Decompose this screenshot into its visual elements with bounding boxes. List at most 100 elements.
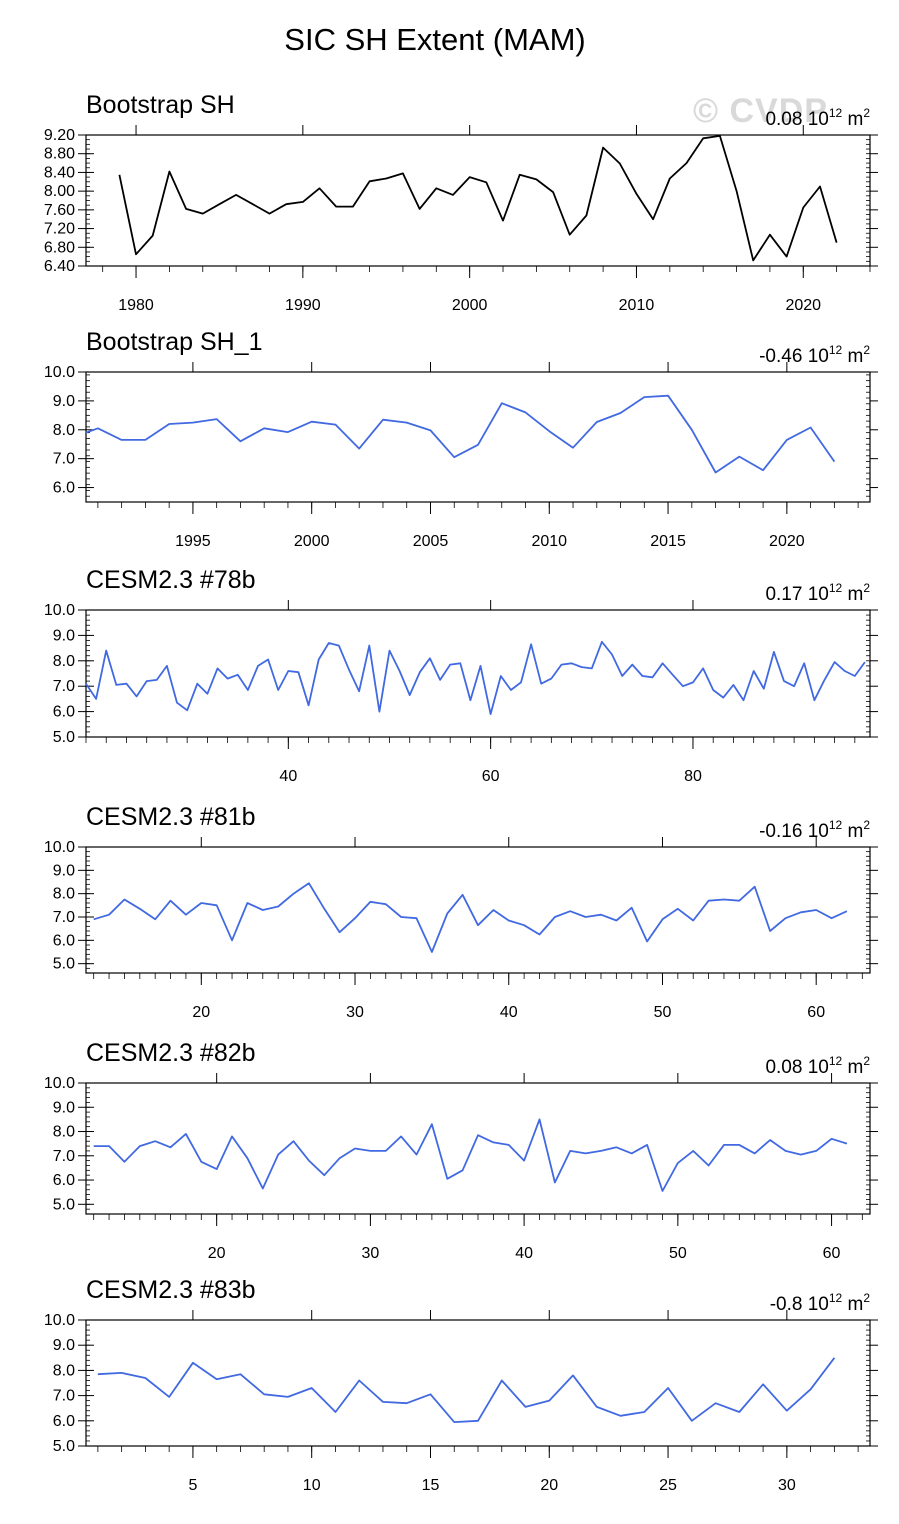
y-tick-label: 8.00 xyxy=(44,183,75,200)
y-tick-label: 8.0 xyxy=(53,1362,75,1379)
y-tick-label: 9.0 xyxy=(53,1099,75,1116)
x-tick-label: 40 xyxy=(500,1004,518,1021)
y-tick-label: 7.60 xyxy=(44,202,75,219)
x-tick-label: 2010 xyxy=(619,297,655,314)
y-tick-label: 7.0 xyxy=(53,909,75,926)
y-tick-label: 7.0 xyxy=(53,1148,75,1165)
y-tick-label: 8.80 xyxy=(44,146,75,163)
chart-panel-2: Bootstrap SH_1 -0.46 1012 m2 6.0 7.0 8.0 9.0 1… xyxy=(44,328,878,550)
trend-label: -0.16 1012 m2 xyxy=(759,818,870,842)
y-tick-label: 9.0 xyxy=(53,627,75,644)
y-tick-label: 8.0 xyxy=(53,1124,75,1141)
trend-value: -0.8 10 xyxy=(770,1294,829,1315)
trend-unit-exponent: 2 xyxy=(863,343,870,357)
y-tick-label: 10.0 xyxy=(44,1312,75,1329)
x-tick-label: 60 xyxy=(823,1245,841,1262)
trend-unit: m xyxy=(842,821,863,842)
y-tick-label: 7.0 xyxy=(53,1388,75,1405)
trend-exponent: 12 xyxy=(829,343,843,357)
chart-panel-6: CESM2.3 #83b -0.8 1012 m2 5.0 6.0 7.0 8.0 9.0 1… xyxy=(44,1276,878,1494)
watermark: © CVDP xyxy=(693,92,828,130)
y-tick-label: 9.0 xyxy=(53,862,75,879)
plot-frame xyxy=(85,1082,871,1215)
trend-unit: m xyxy=(842,1294,863,1315)
x-tick-label: 1980 xyxy=(118,297,154,314)
x-tick-label: 60 xyxy=(807,1004,825,1021)
y-tick-label: 6.0 xyxy=(53,932,75,949)
chart-title: Bootstrap SH_1 xyxy=(86,328,263,356)
y-tick-label: 10.0 xyxy=(44,839,75,856)
trend-value: 0.08 10 xyxy=(765,1057,828,1078)
y-tick-label: 6.0 xyxy=(53,1172,75,1189)
y-tick-label: 5.0 xyxy=(53,1196,75,1213)
trend-value: -0.16 10 xyxy=(759,821,829,842)
y-tick-label: 6.40 xyxy=(44,258,75,275)
trend-unit: m xyxy=(842,346,863,367)
plot-frame xyxy=(85,609,871,738)
x-tick-label: 80 xyxy=(684,768,702,785)
trend-label: 0.17 1012 m2 xyxy=(765,581,870,605)
plot-frame xyxy=(85,846,871,974)
trend-value: -0.46 10 xyxy=(759,346,829,367)
y-tick-label: 7.0 xyxy=(53,451,75,468)
y-tick-label: 8.0 xyxy=(53,422,75,439)
x-tick-label: 30 xyxy=(346,1004,364,1021)
chart-title: CESM2.3 #78b xyxy=(86,566,256,594)
y-tick-label: 10.0 xyxy=(44,602,75,619)
trend-unit-exponent: 2 xyxy=(863,818,870,832)
trend-unit-exponent: 2 xyxy=(863,1291,870,1305)
y-tick-label: 6.0 xyxy=(53,704,75,721)
chart-panel-1: Bootstrap SH 0.08 1012 m2 6.40 6.807.20 7.60… xyxy=(44,91,878,314)
series-line xyxy=(93,1118,848,1192)
x-tick-label: 25 xyxy=(659,1477,677,1494)
x-tick-label: 2015 xyxy=(650,533,686,550)
trend-unit: m xyxy=(842,584,863,605)
trend-exponent: 12 xyxy=(829,106,843,120)
trend-unit-exponent: 2 xyxy=(863,581,870,595)
series-line xyxy=(85,394,836,474)
series-line xyxy=(97,1357,836,1423)
y-tick-label: 9.0 xyxy=(53,1337,75,1354)
y-tick-label: 9.20 xyxy=(44,127,75,144)
trend-label: 0.08 1012 m2 xyxy=(765,106,870,130)
x-tick-label: 2020 xyxy=(769,533,805,550)
series-line xyxy=(93,882,848,953)
trend-label: 0.08 1012 m2 xyxy=(765,1054,870,1078)
y-tick-label: 6.0 xyxy=(53,480,75,497)
trend-value: 0.17 10 xyxy=(765,584,828,605)
plot-frame xyxy=(85,134,871,267)
x-tick-label: 60 xyxy=(482,768,500,785)
chart-title: Bootstrap SH xyxy=(86,91,235,119)
chart-panel-3: CESM2.3 #78b 0.17 1012 m2 5.0 6.0 7.0 8.0 9.0 1… xyxy=(44,566,878,785)
chart-title: CESM2.3 #81b xyxy=(86,803,256,831)
y-tick-label: 7.0 xyxy=(53,678,75,695)
trend-unit-exponent: 2 xyxy=(863,1054,870,1068)
x-tick-label: 30 xyxy=(778,1477,796,1494)
x-tick-label: 2000 xyxy=(294,533,330,550)
trend-value: 0.08 10 xyxy=(765,109,828,130)
y-tick-label: 8.0 xyxy=(53,886,75,903)
page-title: SIC SH Extent (MAM) xyxy=(284,22,586,57)
y-tick-label: 9.0 xyxy=(53,393,75,410)
x-tick-label: 10 xyxy=(303,1477,321,1494)
y-tick-label: 10.0 xyxy=(44,1075,75,1092)
series-line xyxy=(85,640,866,715)
x-tick-label: 30 xyxy=(361,1245,379,1262)
trend-label: -0.46 1012 m2 xyxy=(759,343,870,367)
trend-exponent: 12 xyxy=(829,1291,843,1305)
plot-frame xyxy=(85,1319,871,1447)
x-tick-label: 2020 xyxy=(785,297,821,314)
x-tick-label: 1990 xyxy=(285,297,321,314)
x-tick-label: 5 xyxy=(188,1477,197,1494)
x-tick-label: 1995 xyxy=(175,533,211,550)
x-tick-label: 2010 xyxy=(531,533,567,550)
trend-label: -0.8 1012 m2 xyxy=(770,1291,871,1315)
trend-exponent: 12 xyxy=(829,818,843,832)
x-tick-label: 40 xyxy=(515,1245,533,1262)
x-tick-label: 40 xyxy=(279,768,297,785)
y-tick-label: 8.0 xyxy=(53,653,75,670)
x-tick-label: 2000 xyxy=(452,297,488,314)
plot-frame xyxy=(85,371,871,503)
x-tick-label: 20 xyxy=(192,1004,210,1021)
